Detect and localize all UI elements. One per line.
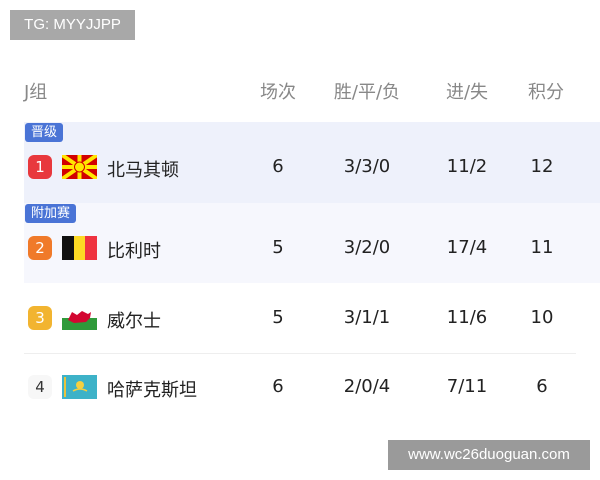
goals: 17/4 — [446, 237, 488, 258]
header-played: 场次 — [260, 82, 296, 103]
points: 6 — [536, 376, 548, 397]
rank-badge: 1 — [28, 155, 52, 179]
playoff-tag: 附加赛 — [25, 204, 77, 223]
rank-badge: 2 — [28, 236, 52, 260]
divider — [24, 353, 576, 354]
group-label: J组 — [24, 82, 48, 103]
points: 10 — [530, 307, 554, 328]
header-goals: 进/失 — [445, 82, 489, 103]
wdl: 3/3/0 — [343, 156, 391, 177]
goals: 7/11 — [446, 376, 488, 397]
team-name: 威尔士 — [107, 311, 161, 332]
goals: 11/6 — [446, 307, 488, 328]
rank-badge: 4 — [28, 375, 52, 399]
header-wdl: 胜/平/负 — [333, 82, 401, 103]
rank-badge: 3 — [28, 306, 52, 330]
wales-flag-icon — [62, 306, 97, 330]
played: 6 — [272, 156, 284, 177]
north-macedonia-flag-icon — [62, 155, 97, 179]
team-name: 哈萨克斯坦 — [107, 380, 197, 401]
played: 5 — [272, 307, 284, 328]
playoff-zone — [24, 203, 600, 283]
wdl: 3/1/1 — [343, 307, 391, 328]
qualified-zone — [24, 122, 600, 203]
points: 11 — [530, 237, 554, 258]
played: 5 — [272, 237, 284, 258]
qualified-tag: 晋级 — [25, 123, 64, 142]
watermark-bottom: www.wc26duoguan.com — [388, 440, 590, 470]
played: 6 — [272, 376, 284, 397]
team-name: 北马其顿 — [107, 160, 179, 181]
wdl: 3/2/0 — [343, 237, 391, 258]
watermark-top: TG: MYYJJPP — [10, 10, 135, 40]
goals: 11/2 — [446, 156, 488, 177]
header-points: 积分 — [528, 82, 564, 103]
belgium-flag-icon — [62, 236, 97, 260]
table-header: J组 场次 胜/平/负 进/失 积分 — [0, 78, 600, 108]
wdl: 2/0/4 — [343, 376, 391, 397]
team-name: 比利时 — [107, 241, 161, 262]
points: 12 — [530, 156, 554, 177]
kazakhstan-flag-icon — [62, 375, 97, 399]
